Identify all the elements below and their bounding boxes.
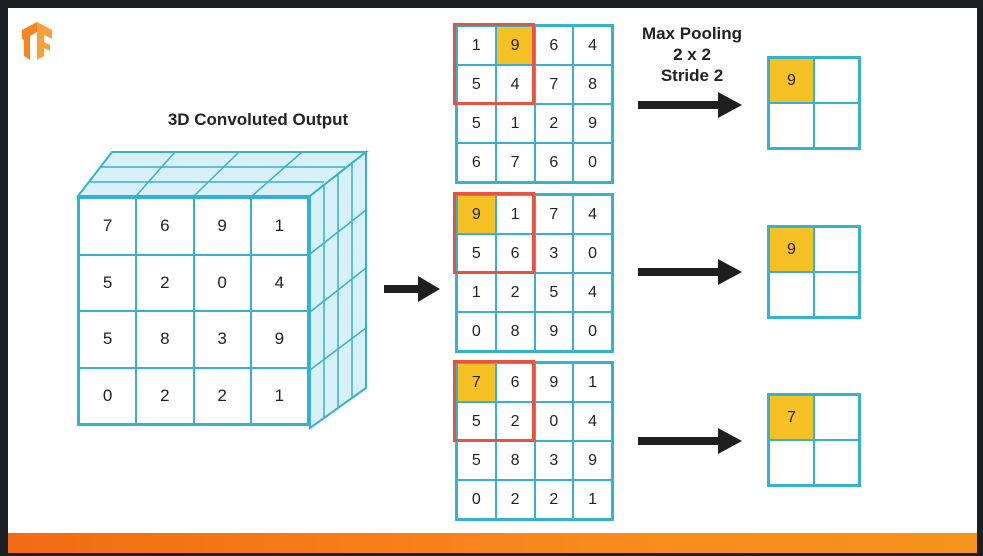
grid-cell: 3 [534,441,574,480]
grid-cell: 9 [573,441,612,480]
grid-cell: 9 [573,104,612,143]
max-pooling-line-2: 2 x 2 [673,45,711,64]
arrow-right-icon [384,276,440,302]
grid-cell: 9 [534,363,574,402]
grid-cell: 4 [573,195,612,234]
grid-cell: 5 [79,254,137,311]
grid-cell: 5 [457,441,496,480]
grid-cell: 0 [573,143,612,182]
grid-cell: 0 [573,234,612,273]
grid-cell: 0 [193,254,251,311]
output-empty-cell [769,272,814,317]
grid-cell: 8 [495,312,535,351]
grid-cell: 4 [573,273,612,312]
grid-cell: 1 [573,363,612,402]
grid-cell: 0 [573,312,612,351]
pool-arrow-2-icon [638,259,742,285]
grid-cell: 1 [495,104,535,143]
grid-cell: 5 [457,104,496,143]
pool-window-3 [453,360,535,442]
grid-cell: 0 [79,367,137,424]
grid-cell: 6 [457,143,496,182]
grid-cell: 2 [193,367,251,424]
max-pooling-label: Max Pooling 2 x 2 Stride 2 [628,23,756,86]
grid-cell: 0 [534,402,574,441]
grid-cell: 4 [573,402,612,441]
grid-cell: 0 [457,480,496,519]
grid-cell: 5 [534,273,574,312]
output-empty-cell [814,272,859,317]
output-grid-3: 7 [767,393,861,487]
grid-cell: 3 [193,311,251,368]
grid-cell: 1 [573,480,612,519]
grid-cell: 7 [79,198,137,255]
grid-cell: 9 [457,195,496,234]
grid-cell: 2 [495,273,535,312]
grid-cell: 2 [534,104,574,143]
grid-cell: 3 [534,234,574,273]
grid-cell: 4 [573,26,612,65]
pool-window-2 [453,192,535,274]
grid-cell: 6 [534,143,574,182]
output-max-value: 9 [769,227,814,272]
grid-cell: 1 [250,198,308,255]
grid-cell: 9 [250,311,308,368]
grid-cell: 0 [457,312,496,351]
output-empty-cell [814,440,859,485]
max-pooling-line-3: Stride 2 [660,66,724,85]
grid-cell: 1 [457,273,496,312]
cube-3d-faces [75,149,369,430]
grid-cell: 8 [495,441,535,480]
pool-window-1 [453,23,535,105]
tensorflow-logo-icon [22,22,52,60]
output-max-value: 7 [769,395,814,440]
grid-cell: 6 [534,26,574,65]
slide: 3D Convoluted Output Max Pooling 2 x 2 S… [8,8,977,553]
grid-cell: 4 [250,254,308,311]
grid-cell: 9 [193,198,251,255]
grid-cell: 8 [573,65,612,104]
output-empty-cell [814,395,859,440]
pool-arrow-3-icon [638,428,742,454]
output-grid-2: 9 [767,225,861,319]
grid-cell: 6 [136,198,194,255]
grid-cell: 7 [457,363,496,402]
grid-cell: 9 [534,312,574,351]
output-max-value: 9 [769,58,814,103]
grid-cell: 2 [136,254,194,311]
pool-arrow-1-icon [638,92,742,118]
grid-cell: 7 [495,143,535,182]
grid-cell: 8 [136,311,194,368]
bottom-accent-bar [8,533,977,553]
grid-cell: 7 [534,195,574,234]
output-empty-cell [814,58,859,103]
grid-cell: 2 [495,480,535,519]
grid-cell: 2 [136,367,194,424]
output-empty-cell [814,227,859,272]
grid-cell: 1 [250,367,308,424]
output-grid-1: 9 [767,56,861,150]
cube-title: 3D Convoluted Output [167,110,349,129]
grid-cell: 7 [534,65,574,104]
grid-cell: 9 [495,26,535,65]
grid-cell: 2 [534,480,574,519]
grid-cell: 1 [457,26,496,65]
grid-cell: 5 [79,311,137,368]
output-empty-cell [814,103,859,148]
output-empty-cell [769,103,814,148]
max-pooling-line-1: Max Pooling [641,24,743,43]
output-empty-cell [769,440,814,485]
